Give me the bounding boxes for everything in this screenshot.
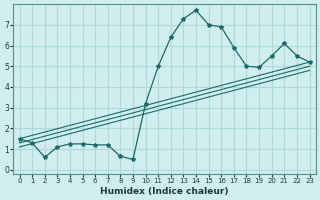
X-axis label: Humidex (Indice chaleur): Humidex (Indice chaleur) (100, 187, 229, 196)
